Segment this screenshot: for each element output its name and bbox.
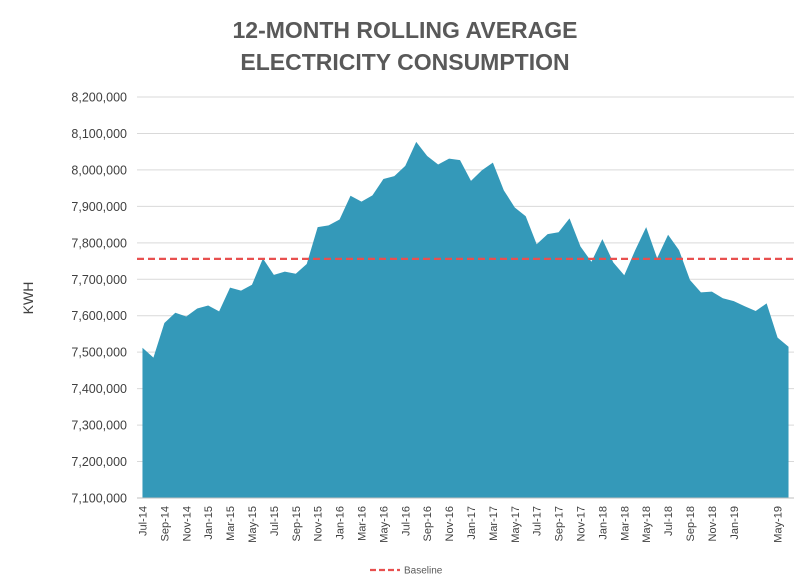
y-tick-label: 8,000,000 bbox=[71, 163, 127, 177]
x-tick-label: May-19 bbox=[773, 506, 785, 543]
y-axis-label: KWH bbox=[20, 282, 36, 315]
x-tick-label: Jan-15 bbox=[203, 506, 215, 540]
x-tick-label: Nov-15 bbox=[313, 506, 325, 541]
consumption-area bbox=[142, 141, 789, 498]
x-axis: Jul-14 Sep-14 Nov-14 Jan-15 Mar-15 May-15 Jul-… bbox=[137, 497, 794, 543]
x-tick-label: Nov-18 bbox=[707, 506, 719, 541]
x-tick-label: Mar-18 bbox=[619, 506, 631, 541]
x-tick-label: Sep-18 bbox=[685, 506, 697, 541]
x-tick-label: Jul-15 bbox=[269, 506, 281, 536]
y-tick-label: 7,800,000 bbox=[71, 236, 127, 250]
x-tick-label: May-18 bbox=[641, 506, 653, 543]
chart-title-line-2: ELECTRICITY CONSUMPTION bbox=[240, 49, 569, 75]
x-tick-label: Jan-16 bbox=[335, 506, 347, 540]
y-tick-label: 7,300,000 bbox=[71, 419, 127, 433]
x-tick-label: Mar-16 bbox=[357, 506, 369, 541]
x-tick-label: Jan-19 bbox=[729, 506, 741, 540]
legend: Baseline bbox=[370, 566, 443, 577]
x-tick-label: Jul-16 bbox=[400, 506, 412, 536]
y-tick-label: 7,600,000 bbox=[71, 309, 127, 323]
x-tick-label: Jan-18 bbox=[597, 506, 609, 540]
x-tick-label: May-16 bbox=[378, 506, 390, 543]
chart-title-line-1: 12-MONTH ROLLING AVERAGE bbox=[232, 17, 577, 43]
x-tick-label: Sep-15 bbox=[291, 506, 303, 541]
y-tick-label: 7,700,000 bbox=[71, 273, 127, 287]
x-tick-label: Mar-15 bbox=[225, 506, 237, 541]
x-tick-label: Nov-14 bbox=[181, 506, 193, 541]
x-tick-label: Jul-17 bbox=[532, 506, 544, 536]
plot-area bbox=[137, 141, 794, 498]
x-tick-label: Mar-17 bbox=[488, 506, 500, 541]
x-tick-label: Sep-17 bbox=[554, 506, 566, 541]
y-axis: 7,100,000 7,200,000 7,300,000 7,400,000 7,50… bbox=[71, 91, 127, 506]
y-tick-label: 7,500,000 bbox=[71, 346, 127, 360]
x-tick-label: Jul-14 bbox=[138, 506, 150, 536]
x-tick-label: Sep-16 bbox=[422, 506, 434, 541]
x-tick-label: Jan-17 bbox=[466, 506, 478, 540]
y-tick-label: 7,900,000 bbox=[71, 200, 127, 214]
x-tick-label: Sep-14 bbox=[159, 506, 171, 541]
y-tick-label: 8,100,000 bbox=[71, 127, 127, 141]
x-tick-label: May-17 bbox=[510, 506, 522, 543]
x-tick-label: May-15 bbox=[247, 506, 259, 543]
x-tick-label: Nov-16 bbox=[444, 506, 456, 541]
y-tick-label: 7,100,000 bbox=[71, 492, 127, 506]
legend-baseline-label: Baseline bbox=[404, 566, 443, 577]
y-tick-label: 8,200,000 bbox=[71, 91, 127, 105]
y-tick-label: 7,400,000 bbox=[71, 382, 127, 396]
x-tick-label: Nov-17 bbox=[576, 506, 588, 541]
x-tick-label: Jul-18 bbox=[663, 506, 675, 536]
y-tick-label: 7,200,000 bbox=[71, 455, 127, 469]
